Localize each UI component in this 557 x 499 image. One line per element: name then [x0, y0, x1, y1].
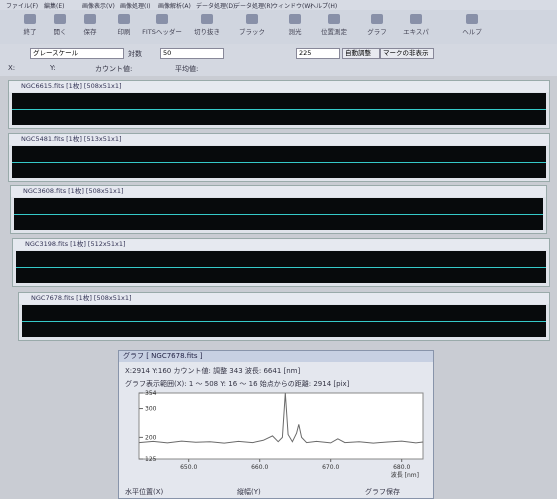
button-label: 印刷	[118, 28, 131, 36]
icon	[24, 14, 36, 24]
graph: 125 200 300 354 650.0 660.0 670.0 680.0波長 [nm]	[119, 389, 433, 499]
plot-area	[139, 393, 423, 459]
icon	[328, 14, 340, 24]
icon	[201, 14, 213, 24]
control-bar: グレースケール 対数 50 225 自動調整 マークの非表示 X: Y: カウン…	[0, 44, 557, 76]
button-label: エキスパ	[403, 28, 429, 36]
spectrum-image	[14, 198, 543, 230]
y-tick-label: 125	[145, 456, 157, 463]
x-tick-label: 650.0	[180, 464, 197, 471]
spectrum-trace	[22, 321, 546, 322]
window-title: NGC5481.fits [1枚] [513x51x1]	[9, 134, 549, 145]
toolbar-button[interactable]: ヘルプ	[452, 14, 492, 36]
spectrum-trace	[12, 162, 546, 163]
menu-item[interactable]: 画像表示(V)	[82, 1, 115, 10]
button-label: 保存	[84, 28, 97, 36]
toolbar-button[interactable]: 印刷	[104, 14, 144, 36]
spectrum-image	[12, 93, 546, 125]
spectrum-image	[16, 251, 546, 283]
toolbar-button[interactable]: 位置測定	[314, 14, 354, 36]
graph-control: 水平位置(X)	[125, 487, 163, 497]
icon	[54, 14, 66, 24]
menu-item[interactable]: データ処理(R)	[234, 1, 273, 10]
button-label: ヘルプ	[462, 28, 482, 36]
button-label: 終了	[24, 28, 37, 36]
spectrum-trace	[14, 214, 543, 215]
toolbar-button[interactable]: 切り抜き	[187, 14, 227, 36]
window-title: NGC7678.fits [1枚] [508x51x1]	[19, 293, 549, 304]
icon	[156, 14, 168, 24]
icon	[289, 14, 301, 24]
image-window: NGC3608.fits [1枚] [508x51x1]	[10, 185, 547, 234]
button-label: 位置測定	[321, 28, 347, 36]
menu-item[interactable]: 編集(E)	[44, 1, 64, 10]
image-window: NGC5481.fits [1枚] [513x51x1]	[8, 133, 550, 182]
icon	[410, 14, 422, 24]
image-window: NGC6615.fits [1枚] [508x51x1]	[8, 80, 550, 129]
status: X:	[8, 64, 15, 72]
marks-button[interactable]: マークの非表示	[380, 48, 434, 59]
menu-item[interactable]: データ処理(D)	[196, 1, 235, 10]
spectrum-trace	[16, 267, 546, 268]
toolbar: 終了 開く 保存 印刷 FITSヘッダー 切り抜き ブラック 測光 位置測定 グラフ エキスパ ヘルプ	[0, 10, 557, 44]
button-label: 切り抜き	[194, 28, 220, 36]
y-tick-label: 300	[145, 406, 157, 413]
graph-title: グラフ [ NGC7678.fits ]	[119, 351, 433, 362]
graph-control: 縦幅(Y)	[237, 487, 261, 497]
icon	[466, 14, 478, 24]
spectrum-trace	[12, 109, 546, 110]
toolbar-button[interactable]: 測光	[275, 14, 315, 36]
window-title: NGC3198.fits [1枚] [512x51x1]	[13, 239, 549, 250]
menu-item[interactable]: ウィンドウ(W)	[272, 1, 313, 10]
button-label: 測光	[289, 28, 302, 36]
log-checkbox[interactable]: 対数	[128, 49, 142, 59]
icon	[84, 14, 96, 24]
y-tick-label: 200	[145, 434, 157, 441]
icon	[246, 14, 258, 24]
x-tick-label: 660.0	[251, 464, 268, 471]
x-axis-label: 波長 [nm]	[391, 471, 419, 479]
spectrum-image	[12, 146, 546, 178]
toolbar-button[interactable]: グラフ	[357, 14, 397, 36]
image-window: NGC7678.fits [1枚] [508x51x1]	[18, 292, 550, 341]
menu-item[interactable]: ヘルプ(H)	[310, 1, 337, 10]
toolbar-button[interactable]: ブラック	[232, 14, 272, 36]
palette-select[interactable]: グレースケール	[30, 48, 124, 59]
icon	[371, 14, 383, 24]
menu-item[interactable]: 画像解析(A)	[158, 1, 191, 10]
menu-bar: ファイル(F) 編集(E) 画像表示(V) 画像処理(I) 画像解析(A) データ処理(D…	[0, 0, 557, 10]
menu-item[interactable]: 画像処理(I)	[120, 1, 150, 10]
x-tick-label: 670.0	[322, 464, 339, 471]
toolbar-button[interactable]: FITSヘッダー	[142, 14, 182, 36]
button-label: ブラック	[239, 28, 265, 36]
graph-window: グラフ [ NGC7678.fits ] X:2914 Y:160 カウント値:…	[118, 350, 434, 499]
low-input[interactable]: 50	[160, 48, 224, 59]
spectrum-image	[22, 305, 546, 337]
high-input[interactable]: 225	[296, 48, 340, 59]
button-label: グラフ	[367, 28, 387, 36]
status: カウント値:	[95, 64, 132, 74]
status: Y:	[50, 64, 56, 72]
graph-info: X:2914 Y:160 カウント値: 調整 343 波長: 6641 [nm]	[125, 366, 300, 376]
button-label: FITSヘッダー	[142, 28, 182, 36]
x-tick-label: 680.0	[393, 464, 410, 471]
status: 平均値:	[175, 64, 198, 74]
graph-range: グラフ表示範囲(X): 1 ～ 508 Y: 16 ～ 16 始点からの距離: …	[125, 379, 349, 389]
window-title: NGC6615.fits [1枚] [508x51x1]	[9, 81, 549, 92]
y-tick-label: 354	[145, 390, 157, 397]
auto-button[interactable]: 自動調整	[342, 48, 380, 59]
menu-item[interactable]: ファイル(F)	[6, 1, 38, 10]
window-title: NGC3608.fits [1枚] [508x51x1]	[11, 186, 546, 197]
image-window: NGC3198.fits [1枚] [512x51x1]	[12, 238, 550, 287]
toolbar-button[interactable]: エキスパ	[396, 14, 436, 36]
graph-control[interactable]: グラフ保存	[365, 487, 400, 497]
icon	[118, 14, 130, 24]
button-label: 開く	[54, 28, 67, 36]
screen: ファイル(F) 編集(E) 画像表示(V) 画像処理(I) 画像解析(A) データ処理(D…	[0, 0, 557, 497]
